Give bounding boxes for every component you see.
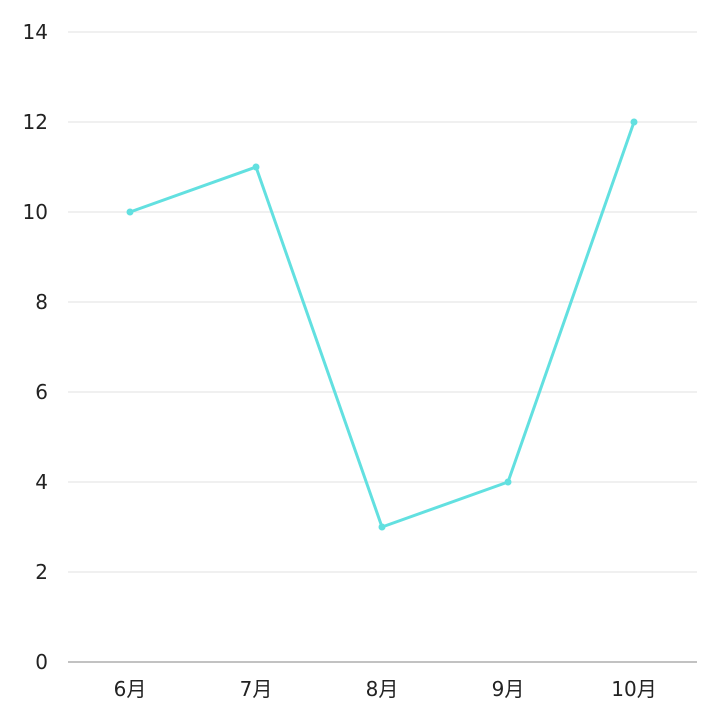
grid-lines: [68, 31, 697, 573]
x-tick-label: 7月: [240, 677, 273, 701]
y-tick-label: 10: [23, 200, 48, 224]
series-layer: [126, 118, 638, 531]
data-point[interactable]: [126, 208, 134, 216]
data-point[interactable]: [252, 163, 260, 171]
x-axis-tick-labels: 6月 7月 8月 9月 10月: [114, 677, 657, 701]
y-tick-label: 2: [35, 560, 48, 584]
series-line: [128, 120, 636, 529]
y-tick-label: 0: [35, 650, 48, 674]
y-tick-label: 4: [35, 470, 48, 494]
x-tick-label: 6月: [114, 677, 147, 701]
data-point[interactable]: [378, 523, 386, 531]
y-tick-label: 14: [23, 20, 48, 44]
data-point[interactable]: [504, 478, 512, 486]
x-tick-label: 10月: [611, 677, 656, 701]
y-axis-tick-labels: 0 2 4 6 8 10 12 14: [23, 20, 48, 674]
x-tick-label: 9月: [492, 677, 525, 701]
y-tick-label: 6: [35, 380, 48, 404]
x-tick-label: 8月: [366, 677, 399, 701]
y-tick-label: 8: [35, 290, 48, 314]
data-point[interactable]: [630, 118, 638, 126]
y-tick-label: 12: [23, 110, 48, 134]
